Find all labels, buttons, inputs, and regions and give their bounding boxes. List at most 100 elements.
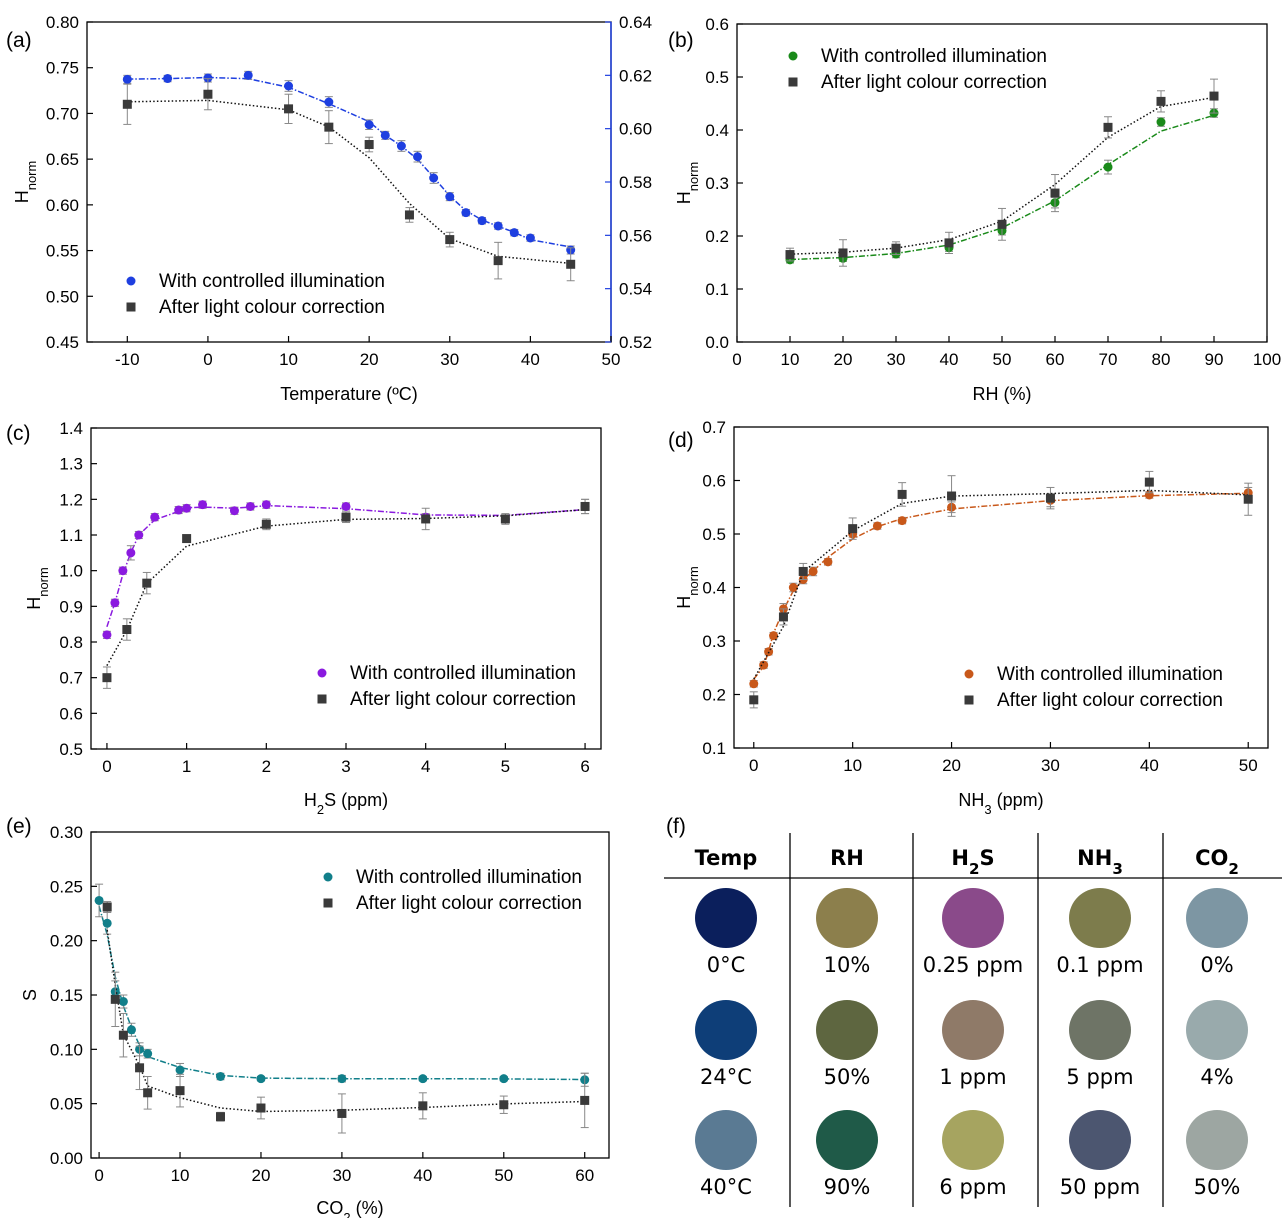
point-controlled	[243, 70, 253, 80]
x-tick-label: 6	[580, 757, 589, 776]
x-tick-label: 60	[1046, 350, 1065, 369]
point-controlled	[396, 141, 406, 151]
legend-label-controlled: With controlled illumination	[350, 663, 576, 684]
y-tick-label: 1.3	[59, 455, 83, 474]
point-corrected	[1243, 494, 1253, 504]
fit-curve-controlled	[98, 905, 585, 1081]
point-controlled	[174, 505, 184, 515]
point-controlled	[509, 228, 519, 238]
point-controlled	[759, 660, 769, 670]
swatch-label: 0%	[1200, 953, 1233, 977]
legend-label-corrected: After light colour correction	[350, 689, 576, 710]
point-corrected	[102, 673, 112, 683]
fit-curve-corrected	[753, 489, 1249, 680]
point-corrected	[110, 994, 120, 1004]
point-corrected	[404, 210, 414, 220]
y-tick-label: 1.2	[59, 490, 83, 509]
point-corrected	[122, 625, 132, 635]
point-corrected	[182, 534, 192, 544]
point-controlled	[499, 1074, 509, 1084]
legend-label-corrected: After light colour correction	[997, 690, 1223, 711]
point-corrected	[499, 1100, 509, 1110]
point-corrected	[1144, 477, 1154, 487]
x-tick-label: 80	[1152, 350, 1171, 369]
point-controlled	[769, 631, 779, 641]
legend-marker-controlled	[317, 668, 327, 678]
chart-c: 0 1 2 3 4 5 6 0.5 0.6 0.7 0.8 0.9 1.0 1.1 1.2 1.3 1.4 H2S…	[24, 419, 602, 817]
point-controlled	[126, 1025, 136, 1035]
point-corrected	[798, 566, 808, 576]
point-corrected	[175, 1086, 185, 1096]
legend-label-corrected: After light colour correction	[821, 72, 1047, 93]
swatch-table: Temp RH H2S NH3 CO2 0°C 24°C 40°C 10% 50% 90% 0.25 …	[664, 833, 1282, 1207]
color-swatch	[816, 1000, 878, 1060]
swatch-label: 5 ppm	[1066, 1065, 1133, 1089]
y-axis-label: Hnorm	[24, 567, 51, 610]
point-controlled	[429, 173, 439, 183]
column-header: NH3	[1077, 846, 1123, 878]
point-controlled	[118, 997, 128, 1007]
swatch-label: 10%	[824, 953, 871, 977]
y2-tick-label: 0.58	[619, 173, 652, 192]
color-swatch	[942, 888, 1004, 948]
y-tick-label: 0.1	[705, 280, 729, 299]
y2-tick-label: 0.64	[619, 13, 652, 32]
legend-marker-corrected	[788, 77, 798, 87]
point-corrected	[997, 219, 1007, 229]
y-tick-label: 0.45	[46, 333, 79, 352]
x-tick-label: 0	[732, 350, 741, 369]
y2-tick-label: 0.56	[619, 226, 652, 245]
color-swatch	[816, 888, 878, 948]
y-tick-label: 0.30	[50, 823, 83, 842]
y-tick-label: 0.05	[50, 1095, 83, 1114]
point-corrected	[1209, 91, 1219, 101]
x-axis-label: RH (%)	[973, 384, 1032, 404]
point-controlled	[764, 647, 774, 657]
legend-marker-corrected	[317, 694, 327, 704]
point-controlled	[461, 208, 471, 218]
x-tick-label: 0	[94, 1166, 103, 1185]
x-axis-label: H2S (ppm)	[304, 790, 388, 817]
fit-curve-controlled	[753, 492, 1249, 680]
point-corrected	[364, 140, 374, 150]
point-controlled	[324, 97, 334, 107]
swatch-label: 0°C	[707, 953, 746, 977]
x-tick-label: 20	[834, 350, 853, 369]
point-controlled	[525, 233, 535, 243]
point-controlled	[261, 500, 271, 510]
point-corrected	[445, 235, 455, 245]
x-tick-label: 20	[252, 1166, 271, 1185]
point-controlled	[134, 530, 144, 540]
point-controlled	[823, 557, 833, 567]
y-tick-label: 0.25	[50, 877, 83, 896]
point-corrected	[122, 99, 132, 109]
x-tick-label: 10	[171, 1166, 190, 1185]
point-controlled	[216, 1072, 225, 1081]
legend-marker-corrected	[964, 695, 974, 705]
fit-curve-corrected	[106, 929, 585, 1113]
x-tick-label: 60	[575, 1166, 594, 1185]
fit-curve-corrected	[127, 99, 571, 265]
chart-d: 0 10 20 30 40 50 0.1 0.2 0.3 0.4 0.5 0.6 0.7 NH3 (ppm…	[674, 418, 1269, 817]
swatch-label: 0.25 ppm	[923, 953, 1024, 977]
y-tick-label: 0.10	[50, 1040, 83, 1059]
point-corrected	[284, 104, 294, 114]
x-tick-label: 20	[360, 350, 379, 369]
legend-marker-controlled	[323, 872, 333, 882]
point-corrected	[749, 695, 759, 705]
point-controlled	[808, 566, 818, 576]
column-header: RH	[830, 846, 864, 870]
swatch-label: 6 ppm	[939, 1175, 1006, 1199]
legend-marker-controlled	[126, 276, 136, 286]
legend-label-corrected: After light colour correction	[159, 297, 385, 318]
point-corrected	[944, 238, 954, 248]
y-tick-label: 0.9	[59, 597, 83, 616]
point-corrected	[580, 1095, 590, 1105]
x-tick-label: 30	[887, 350, 906, 369]
point-corrected	[337, 1108, 347, 1118]
column-header: CO2	[1195, 846, 1239, 878]
point-controlled	[229, 506, 239, 516]
swatch-label: 24°C	[700, 1065, 752, 1089]
point-corrected	[324, 122, 334, 132]
